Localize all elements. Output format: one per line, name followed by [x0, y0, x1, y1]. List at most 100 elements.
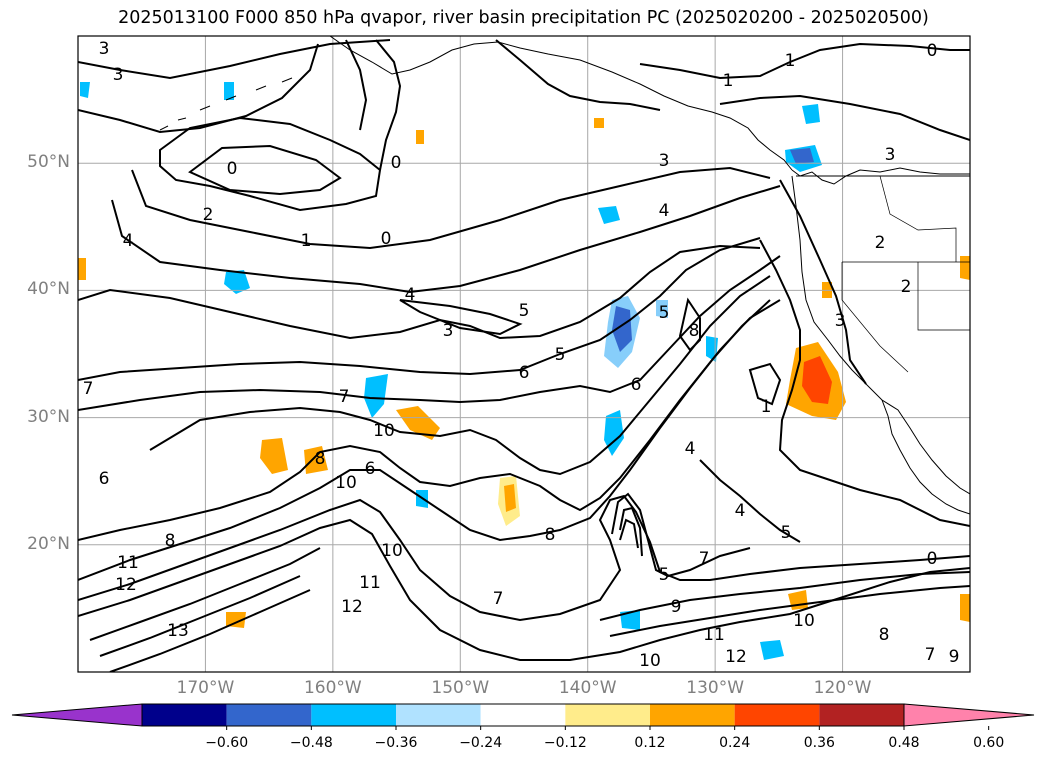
- contour-label: 5: [519, 301, 530, 321]
- contour-label: 12: [115, 575, 137, 595]
- negative-anomaly-patch: [224, 82, 234, 100]
- contour-label: 10: [793, 611, 815, 631]
- contour-line: [109, 589, 311, 672]
- contour-line: [748, 362, 782, 406]
- contour-labels: 3 3 0 0 0 2 1 4 4 3 5 6 5 3 4 1 1 0 3 2: [83, 39, 960, 671]
- positive-anomaly-patch: [960, 256, 970, 280]
- contour-line: [99, 575, 301, 657]
- us-west-coastline: [791, 175, 970, 495]
- contour-label: 8: [165, 531, 176, 551]
- contour-label: 0: [927, 549, 938, 569]
- negative-anomaly-patch: [620, 610, 640, 630]
- contour-label: 2: [875, 233, 886, 253]
- contour-line: [159, 116, 382, 212]
- contour-line: [611, 492, 751, 578]
- contour-line: [89, 547, 321, 641]
- contour-label: 11: [703, 625, 725, 645]
- contour-label: 10: [639, 651, 661, 671]
- contour-label: 7: [83, 379, 94, 399]
- contour-line: [399, 299, 523, 336]
- contour-label: 3: [99, 39, 110, 59]
- negative-anomaly-patch: [80, 82, 90, 98]
- colorbar-swatch: [226, 704, 312, 726]
- contour-label: 5: [781, 523, 792, 543]
- positive-anomaly-patch: [960, 594, 970, 622]
- contour-label: 8: [879, 625, 890, 645]
- contour-label: 0: [927, 41, 938, 61]
- contour-line: [495, 39, 661, 111]
- contour-label: 7: [493, 589, 504, 609]
- baja-coastline: [881, 399, 970, 515]
- contour-label: 6: [365, 459, 376, 479]
- colorbar-outline: [141, 703, 905, 727]
- negative-anomaly-patch: [656, 300, 668, 318]
- positive-anomaly-patch: [78, 258, 86, 280]
- contour-label: 2: [901, 277, 912, 297]
- contour-label: 4: [405, 285, 416, 305]
- colorbar-tick-labels: −0.60 −0.48 −0.36 −0.24 −0.12 0.12 0.24 0.36 0.4…: [205, 726, 1004, 751]
- contour-label: 4: [659, 201, 670, 221]
- lon-label-150w: 150°W: [431, 678, 490, 698]
- contour-label: 0: [381, 229, 392, 249]
- alaska-coastline: [329, 36, 793, 171]
- contour-label: 2: [203, 205, 214, 225]
- negative-anomaly-patch: [598, 206, 620, 224]
- contour-label: 4: [735, 501, 746, 521]
- colorbar-tick-label: −0.60: [205, 735, 248, 751]
- contour-line: [619, 506, 643, 557]
- colorbar-swatch: [734, 704, 820, 726]
- lon-label-120w: 120°W: [813, 678, 872, 698]
- lat-label-20n: 20°N: [27, 533, 70, 554]
- contour-label: 12: [341, 597, 363, 617]
- negative-anomaly-patch: [802, 104, 820, 124]
- lat-label-50n: 50°N: [27, 152, 70, 173]
- negative-anomaly-patch: [364, 374, 388, 418]
- coastlines: [159, 36, 970, 515]
- colorbar-tick-label: −0.36: [375, 735, 418, 751]
- lon-label-140w: 140°W: [558, 678, 617, 698]
- contour-line: [131, 166, 771, 250]
- contour-label: 1: [785, 51, 796, 71]
- positive-anomaly-patch: [594, 118, 604, 128]
- colorbar-tick-label: −0.12: [544, 735, 587, 751]
- contour-label: 8: [545, 525, 556, 545]
- contour-line: [375, 39, 402, 171]
- contour-label: 10: [335, 473, 357, 493]
- contour-label: 3: [885, 145, 896, 165]
- colorbar-tick-label: −0.48: [290, 735, 333, 751]
- contour-label: 4: [685, 439, 696, 459]
- colorbar-tick-label: −0.24: [459, 735, 502, 751]
- contour-label: 6: [631, 375, 642, 395]
- lon-label-170w: 170°W: [176, 678, 235, 698]
- colorbar-swatch: [565, 704, 650, 726]
- state-border: [879, 175, 957, 262]
- contour-label: 3: [659, 151, 670, 171]
- contour-line: [149, 275, 771, 476]
- map-frame: [77, 35, 971, 673]
- colorbar-extend-low: [11, 703, 143, 727]
- contour-label: 8: [689, 321, 700, 341]
- contour-label: 5: [659, 565, 670, 585]
- contour-label: 6: [519, 363, 530, 383]
- contour-line: [719, 94, 970, 141]
- contour-label: 10: [373, 421, 395, 441]
- contour-label: 7: [699, 549, 710, 569]
- contour-label: 3: [443, 321, 454, 341]
- canada-coastline: [791, 167, 970, 185]
- contour-label: 1: [723, 71, 734, 91]
- contour-label: 8: [315, 449, 326, 469]
- lon-label-160w: 160°W: [303, 678, 362, 698]
- contour-label: 12: [725, 647, 747, 667]
- colorbar-swatches: [11, 703, 1035, 727]
- contour-label: 3: [835, 311, 846, 331]
- negative-anomaly-patch: [224, 270, 250, 294]
- contour-line: [78, 299, 781, 581]
- contour-label: 0: [391, 153, 402, 173]
- contour-label: 1: [761, 397, 772, 417]
- contour-line: [78, 39, 391, 80]
- colorbar-extend-high: [903, 703, 1035, 727]
- contour-label: 7: [925, 645, 936, 665]
- gridlines: [78, 36, 970, 672]
